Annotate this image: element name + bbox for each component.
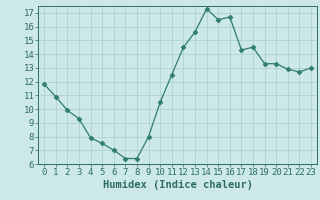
X-axis label: Humidex (Indice chaleur): Humidex (Indice chaleur) [103, 180, 252, 190]
